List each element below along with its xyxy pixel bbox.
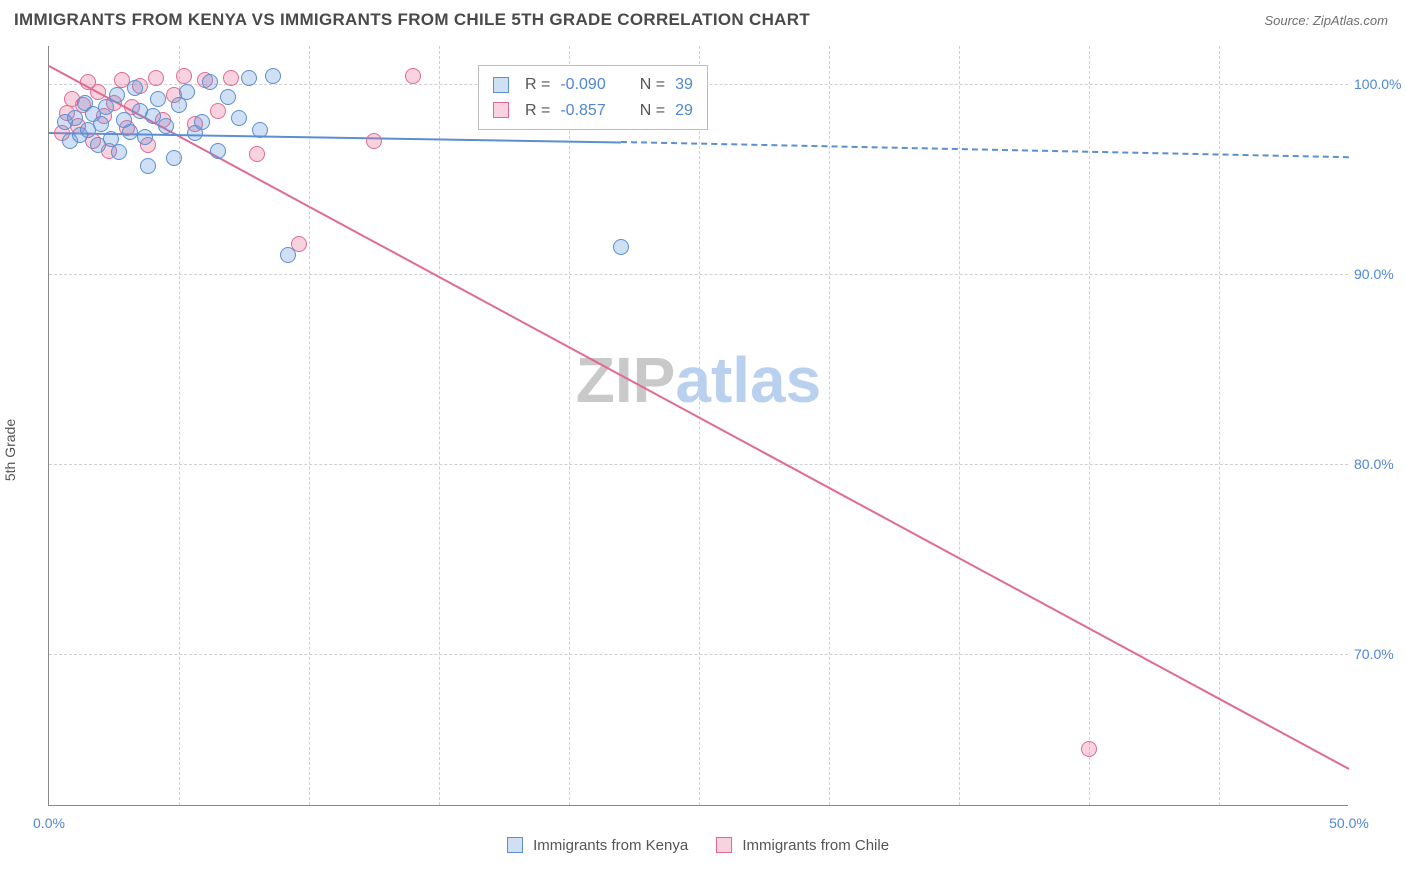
data-point-kenya [265,68,281,84]
data-point-kenya [613,239,629,255]
data-point-kenya [137,129,153,145]
data-point-kenya [280,247,296,263]
x-tick-label: 0.0% [33,815,65,831]
y-tick-label: 80.0% [1354,456,1406,472]
x-axis-legend: Immigrants from Kenya Immigrants from Ch… [48,837,1348,854]
data-point-chile [90,84,106,100]
regression-extension [621,141,1349,158]
y-tick-label: 70.0% [1354,646,1406,662]
stats-legend: R = -0.090N = 39R = -0.857N = 29 [478,65,708,130]
data-point-kenya [241,70,257,86]
vgrid-line [439,46,440,805]
data-point-kenya [158,118,174,134]
data-point-kenya [166,150,182,166]
vgrid-line [1089,46,1090,805]
data-point-chile [176,68,192,84]
swatch-kenya [507,837,523,853]
data-point-chile [148,70,164,86]
chart-container: 5th Grade ZIPatlas 70.0%80.0%90.0%100.0%… [0,40,1406,860]
data-point-kenya [109,87,125,103]
data-point-kenya [194,114,210,130]
data-point-kenya [220,89,236,105]
y-tick-label: 90.0% [1354,266,1406,282]
data-point-kenya [231,110,247,126]
x-tick-label: 50.0% [1329,815,1369,831]
swatch-chile-stats [493,102,509,118]
plot-area: ZIPatlas 70.0%80.0%90.0%100.0%0.0%50.0%R… [48,46,1348,806]
data-point-chile [223,70,239,86]
data-point-kenya [210,143,226,159]
swatch-chile [716,837,732,853]
data-point-chile [405,68,421,84]
vgrid-line [569,46,570,805]
data-point-kenya [67,110,83,126]
legend-kenya: Immigrants from Kenya [507,837,688,854]
source-credit: Source: ZipAtlas.com [1264,13,1388,28]
vgrid-line [699,46,700,805]
data-point-kenya [140,158,156,174]
vgrid-line [959,46,960,805]
data-point-kenya [202,74,218,90]
y-tick-label: 100.0% [1354,76,1406,92]
vgrid-line [1219,46,1220,805]
data-point-kenya [127,80,143,96]
y-axis-label: 5th Grade [2,419,18,481]
stats-row-chile: R = -0.857N = 29 [493,98,693,124]
data-point-kenya [179,84,195,100]
swatch-kenya-stats [493,77,509,93]
vgrid-line [829,46,830,805]
legend-chile: Immigrants from Chile [716,837,889,854]
stats-row-kenya: R = -0.090N = 39 [493,72,693,98]
data-point-kenya [93,116,109,132]
data-point-kenya [252,122,268,138]
chart-title: IMMIGRANTS FROM KENYA VS IMMIGRANTS FROM… [14,10,810,30]
data-point-kenya [111,144,127,160]
vgrid-line [309,46,310,805]
data-point-chile [366,133,382,149]
data-point-chile [249,146,265,162]
data-point-kenya [122,124,138,140]
data-point-kenya [150,91,166,107]
data-point-chile [210,103,226,119]
data-point-chile [1081,741,1097,757]
